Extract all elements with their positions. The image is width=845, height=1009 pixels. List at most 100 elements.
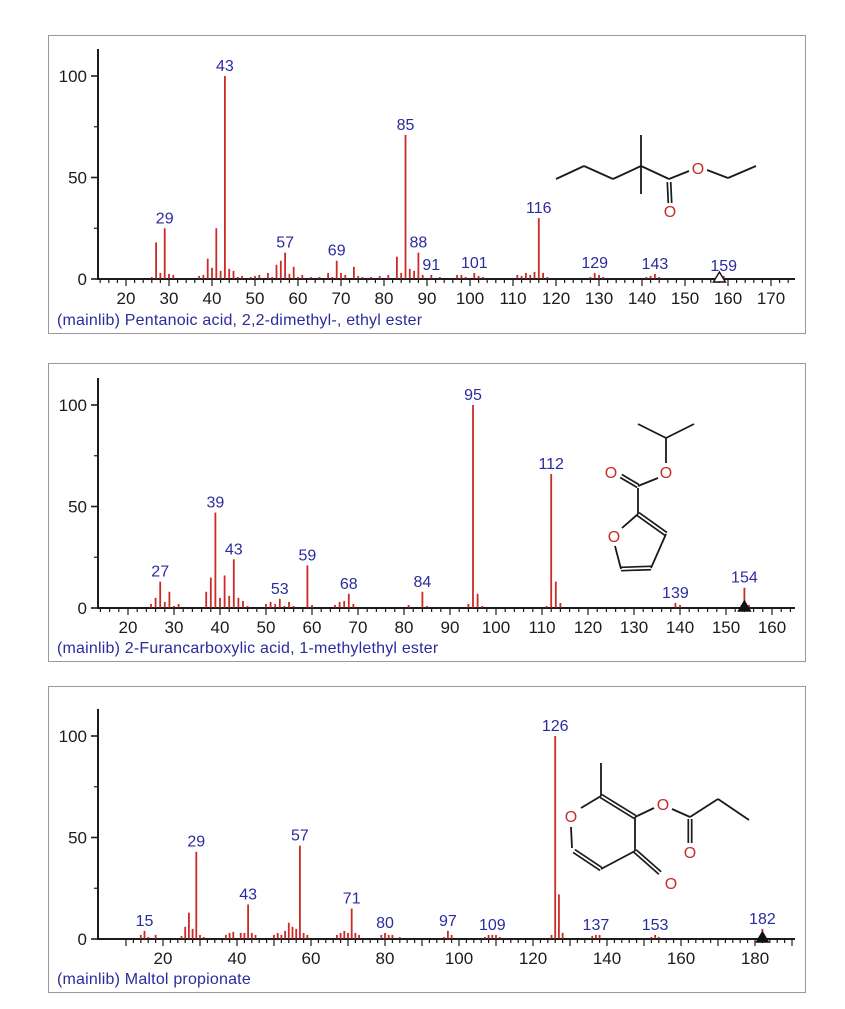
spectrum-caption: (mainlib) 2-Furancarboxylic acid, 1-meth…	[57, 640, 439, 657]
svg-text:53: 53	[271, 581, 289, 598]
svg-text:153: 153	[642, 917, 669, 934]
svg-text:O: O	[605, 465, 617, 482]
svg-text:140: 140	[666, 618, 694, 637]
svg-text:20: 20	[117, 289, 136, 308]
svg-text:70: 70	[332, 289, 351, 308]
spectrum-plot: 0 50 100 20 30 40 50 60 70 80 90 100 110 120 130 140 150…	[59, 378, 795, 637]
svg-text:85: 85	[397, 117, 415, 134]
svg-text:0: 0	[78, 930, 87, 949]
svg-text:170: 170	[757, 289, 785, 308]
svg-text:150: 150	[671, 289, 699, 308]
svg-text:180: 180	[741, 949, 769, 968]
svg-text:40: 40	[203, 289, 222, 308]
svg-text:110: 110	[528, 618, 555, 637]
svg-text:137: 137	[583, 917, 610, 934]
svg-text:84: 84	[414, 574, 432, 591]
svg-text:20: 20	[119, 618, 138, 637]
svg-text:182: 182	[749, 911, 776, 928]
spectrum-caption: (mainlib) Pentanoic acid, 2,2-dimethyl-,…	[57, 312, 423, 329]
svg-text:30: 30	[160, 289, 179, 308]
svg-text:140: 140	[593, 949, 621, 968]
svg-text:57: 57	[291, 828, 309, 845]
svg-text:100: 100	[456, 289, 484, 308]
svg-text:O: O	[665, 876, 677, 893]
svg-text:29: 29	[187, 834, 205, 851]
svg-text:O: O	[565, 809, 577, 826]
svg-text:154: 154	[731, 570, 758, 587]
svg-text:43: 43	[225, 541, 243, 558]
spectrum-panel-maltol-propionate: 0 50 100 20 40 60 80 100 120 140 160 180 15 29 43 57 71 8…	[48, 686, 806, 993]
spectrum-plot: 0 50 100 20 30 40 50 60 70 80 90 100 110 120 130 140 150…	[59, 49, 795, 308]
svg-text:130: 130	[620, 618, 648, 637]
svg-text:15: 15	[136, 913, 154, 930]
svg-text:100: 100	[59, 396, 87, 415]
svg-text:100: 100	[482, 618, 510, 637]
svg-text:27: 27	[151, 564, 169, 581]
svg-text:129: 129	[581, 255, 608, 272]
svg-text:160: 160	[714, 289, 742, 308]
svg-text:97: 97	[439, 913, 457, 930]
svg-text:90: 90	[441, 618, 460, 637]
svg-text:160: 160	[667, 949, 695, 968]
spectrum-panel-furancarboxylic-ester: 0 50 100 20 30 40 50 60 70 80 90 100 110 120 130 140 150…	[48, 363, 806, 662]
svg-text:100: 100	[59, 727, 87, 746]
svg-text:60: 60	[289, 289, 308, 308]
svg-text:43: 43	[239, 886, 257, 903]
svg-text:O: O	[608, 529, 620, 546]
svg-text:143: 143	[642, 256, 669, 273]
svg-text:50: 50	[257, 618, 276, 637]
svg-text:120: 120	[542, 289, 570, 308]
svg-text:90: 90	[418, 289, 437, 308]
svg-text:70: 70	[349, 618, 368, 637]
svg-text:O: O	[657, 797, 669, 814]
svg-text:88: 88	[410, 235, 428, 252]
svg-text:160: 160	[758, 618, 786, 637]
svg-text:57: 57	[276, 235, 294, 252]
svg-text:139: 139	[662, 585, 689, 602]
svg-text:68: 68	[340, 576, 358, 593]
svg-text:50: 50	[68, 169, 87, 188]
svg-text:O: O	[660, 465, 672, 482]
svg-text:120: 120	[574, 618, 602, 637]
svg-text:40: 40	[211, 618, 230, 637]
svg-text:60: 60	[303, 618, 322, 637]
svg-text:110: 110	[499, 289, 526, 308]
svg-text:71: 71	[343, 891, 361, 908]
svg-text:95: 95	[464, 387, 482, 404]
spectrum-caption: (mainlib) Maltol propionate	[57, 971, 251, 988]
svg-text:80: 80	[376, 915, 394, 932]
svg-text:130: 130	[585, 289, 613, 308]
svg-text:100: 100	[445, 949, 473, 968]
svg-text:112: 112	[538, 456, 564, 473]
svg-text:150: 150	[712, 618, 740, 637]
svg-text:80: 80	[395, 618, 414, 637]
svg-text:101: 101	[461, 255, 488, 272]
svg-text:100: 100	[59, 67, 87, 86]
svg-text:80: 80	[375, 289, 394, 308]
svg-text:120: 120	[519, 949, 547, 968]
svg-text:O: O	[684, 845, 696, 862]
svg-text:69: 69	[328, 243, 346, 260]
svg-text:40: 40	[228, 949, 247, 968]
svg-text:109: 109	[479, 917, 506, 934]
svg-text:0: 0	[78, 270, 87, 289]
svg-text:0: 0	[78, 599, 87, 618]
svg-text:O: O	[692, 161, 704, 178]
svg-text:126: 126	[542, 718, 569, 735]
svg-text:43: 43	[216, 58, 234, 75]
svg-text:80: 80	[376, 949, 395, 968]
svg-text:91: 91	[422, 257, 440, 274]
spectrum-panel-pentanoic-ester: 0 50 100 20 30 40 50 60 70 80 90 100 110 120 130 140 150…	[48, 35, 806, 334]
svg-text:50: 50	[68, 498, 87, 517]
molecule-structure: O O O	[605, 423, 695, 572]
svg-text:140: 140	[628, 289, 656, 308]
svg-text:59: 59	[299, 547, 317, 564]
svg-text:116: 116	[526, 200, 552, 217]
svg-text:39: 39	[207, 495, 225, 512]
svg-text:20: 20	[154, 949, 173, 968]
svg-text:29: 29	[156, 210, 174, 227]
molecule-structure: OO	[555, 135, 757, 221]
svg-text:O: O	[664, 204, 676, 221]
